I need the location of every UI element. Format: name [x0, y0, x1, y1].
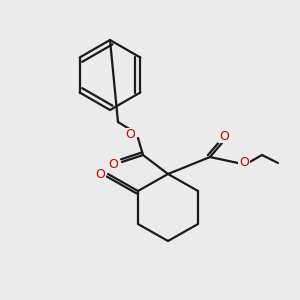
- Text: O: O: [95, 167, 105, 181]
- Text: O: O: [239, 157, 249, 169]
- Text: O: O: [125, 128, 135, 142]
- Text: O: O: [219, 130, 229, 142]
- Text: O: O: [108, 158, 118, 170]
